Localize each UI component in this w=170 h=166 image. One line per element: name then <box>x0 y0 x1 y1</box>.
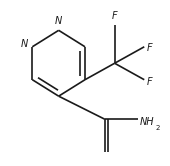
Text: F: F <box>112 11 117 21</box>
Text: N: N <box>55 16 62 26</box>
Text: N: N <box>21 39 28 49</box>
Text: NH: NH <box>140 117 155 127</box>
Text: F: F <box>147 77 152 87</box>
Text: 2: 2 <box>156 125 160 131</box>
Text: F: F <box>147 43 152 53</box>
